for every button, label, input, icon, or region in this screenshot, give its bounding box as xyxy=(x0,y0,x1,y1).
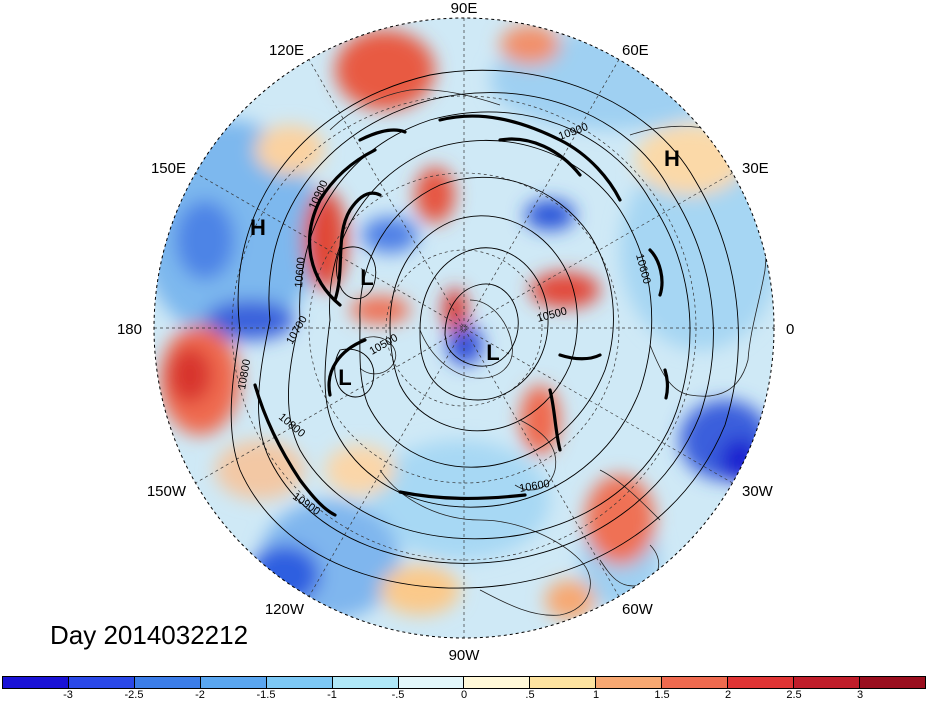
lon-label-60w: 60W xyxy=(622,601,654,618)
height-contours xyxy=(230,69,739,589)
lat-lon-grid xyxy=(154,18,774,638)
colorbar-tick-label: -1.5 xyxy=(256,689,276,701)
lon-label-90w: 90W xyxy=(449,647,481,664)
colorbar-segment xyxy=(200,677,267,688)
colorbar-tick-label: 3 xyxy=(856,689,864,701)
colorbar-tick-label: -1 xyxy=(327,689,337,701)
lon-label-180: 180 xyxy=(117,321,142,338)
lon-label-60e: 60E xyxy=(622,42,649,59)
colorbar-segment xyxy=(464,677,531,688)
low-pressure-label: L xyxy=(338,365,351,390)
colorbar-tick-label: 1.5 xyxy=(654,689,670,701)
colorbar-segment xyxy=(134,677,201,688)
colorbar-segment xyxy=(3,677,69,688)
pressure-centers: H H L L L xyxy=(250,146,680,390)
jet-contours xyxy=(253,114,669,517)
lon-label-150w: 150W xyxy=(147,483,187,500)
contour-label: 10600 xyxy=(518,478,550,495)
lon-label-90e: 90E xyxy=(451,0,478,17)
lon-label-120e: 120E xyxy=(269,42,304,59)
colorbar-segment xyxy=(794,677,860,688)
lon-label-30w: 30W xyxy=(742,483,774,500)
lon-label-0: 0 xyxy=(786,321,794,338)
lon-label-150e: 150E xyxy=(151,160,186,177)
high-pressure-label: H xyxy=(664,146,680,171)
low-pressure-label: L xyxy=(486,340,499,365)
colorbar-tick-label: .5 xyxy=(525,689,535,701)
contour-label: 10800 xyxy=(236,358,253,390)
colorbar-segment xyxy=(662,677,729,688)
colorbar-tick-label: 2.5 xyxy=(786,689,802,701)
colorbar-segment xyxy=(398,677,465,688)
colorbar-tick-label: -2.5 xyxy=(124,689,144,701)
colorbar-tick-label: 1 xyxy=(592,689,600,701)
colorbar-segment xyxy=(530,677,597,688)
contour-label: 10600 xyxy=(293,257,308,289)
colorbar xyxy=(2,676,926,689)
date-caption: Day 2014032212 xyxy=(50,620,249,650)
high-pressure-label: H xyxy=(250,215,266,240)
colorbar-tick-label: 2 xyxy=(724,689,732,701)
low-pressure-label: L xyxy=(360,265,373,290)
colorbar-tick-label: -.5 xyxy=(391,689,405,701)
lon-label-120w: 120W xyxy=(265,601,305,618)
colorbar-segment xyxy=(332,677,399,688)
colorbar-tick-label: 0 xyxy=(460,689,468,701)
colorbar-segment xyxy=(596,677,663,688)
longitude-labels: 90E 60E 30E 0 30W 60W 90W 120W 150W 180 … xyxy=(117,0,794,664)
lon-label-30e: 30E xyxy=(742,160,769,177)
map-boundary xyxy=(153,17,775,639)
colorbar-segment xyxy=(266,677,333,688)
colorbar-tick-label: -3 xyxy=(63,689,73,701)
colorbar-segment xyxy=(859,677,925,688)
polar-map: 10900 10900 10600 10600 10700 10800 1080… xyxy=(117,0,794,664)
colorbar-tick-label: -2 xyxy=(195,689,205,701)
colorbar-segment xyxy=(728,677,795,688)
colorbar-segment xyxy=(68,677,135,688)
colorbar-tick-labels: -3 -2.5 -2 -1.5 -1 -.5 0 .5 1 1.5 2 2.5 3 xyxy=(0,689,928,703)
